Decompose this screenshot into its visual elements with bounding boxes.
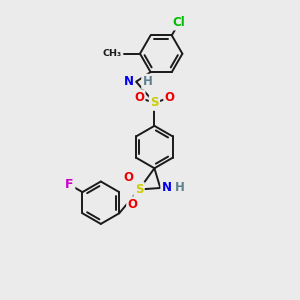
Text: Cl: Cl [173,16,186,29]
Text: O: O [123,171,133,184]
Text: S: S [135,183,143,196]
Text: S: S [150,96,159,110]
Text: N: N [124,75,134,88]
Text: H: H [142,75,152,88]
Text: N: N [162,182,172,194]
Text: CH₃: CH₃ [102,49,121,58]
Text: O: O [165,91,175,104]
Text: O: O [128,198,138,211]
Text: H: H [174,182,184,194]
Text: F: F [65,178,74,191]
Text: O: O [134,91,144,104]
